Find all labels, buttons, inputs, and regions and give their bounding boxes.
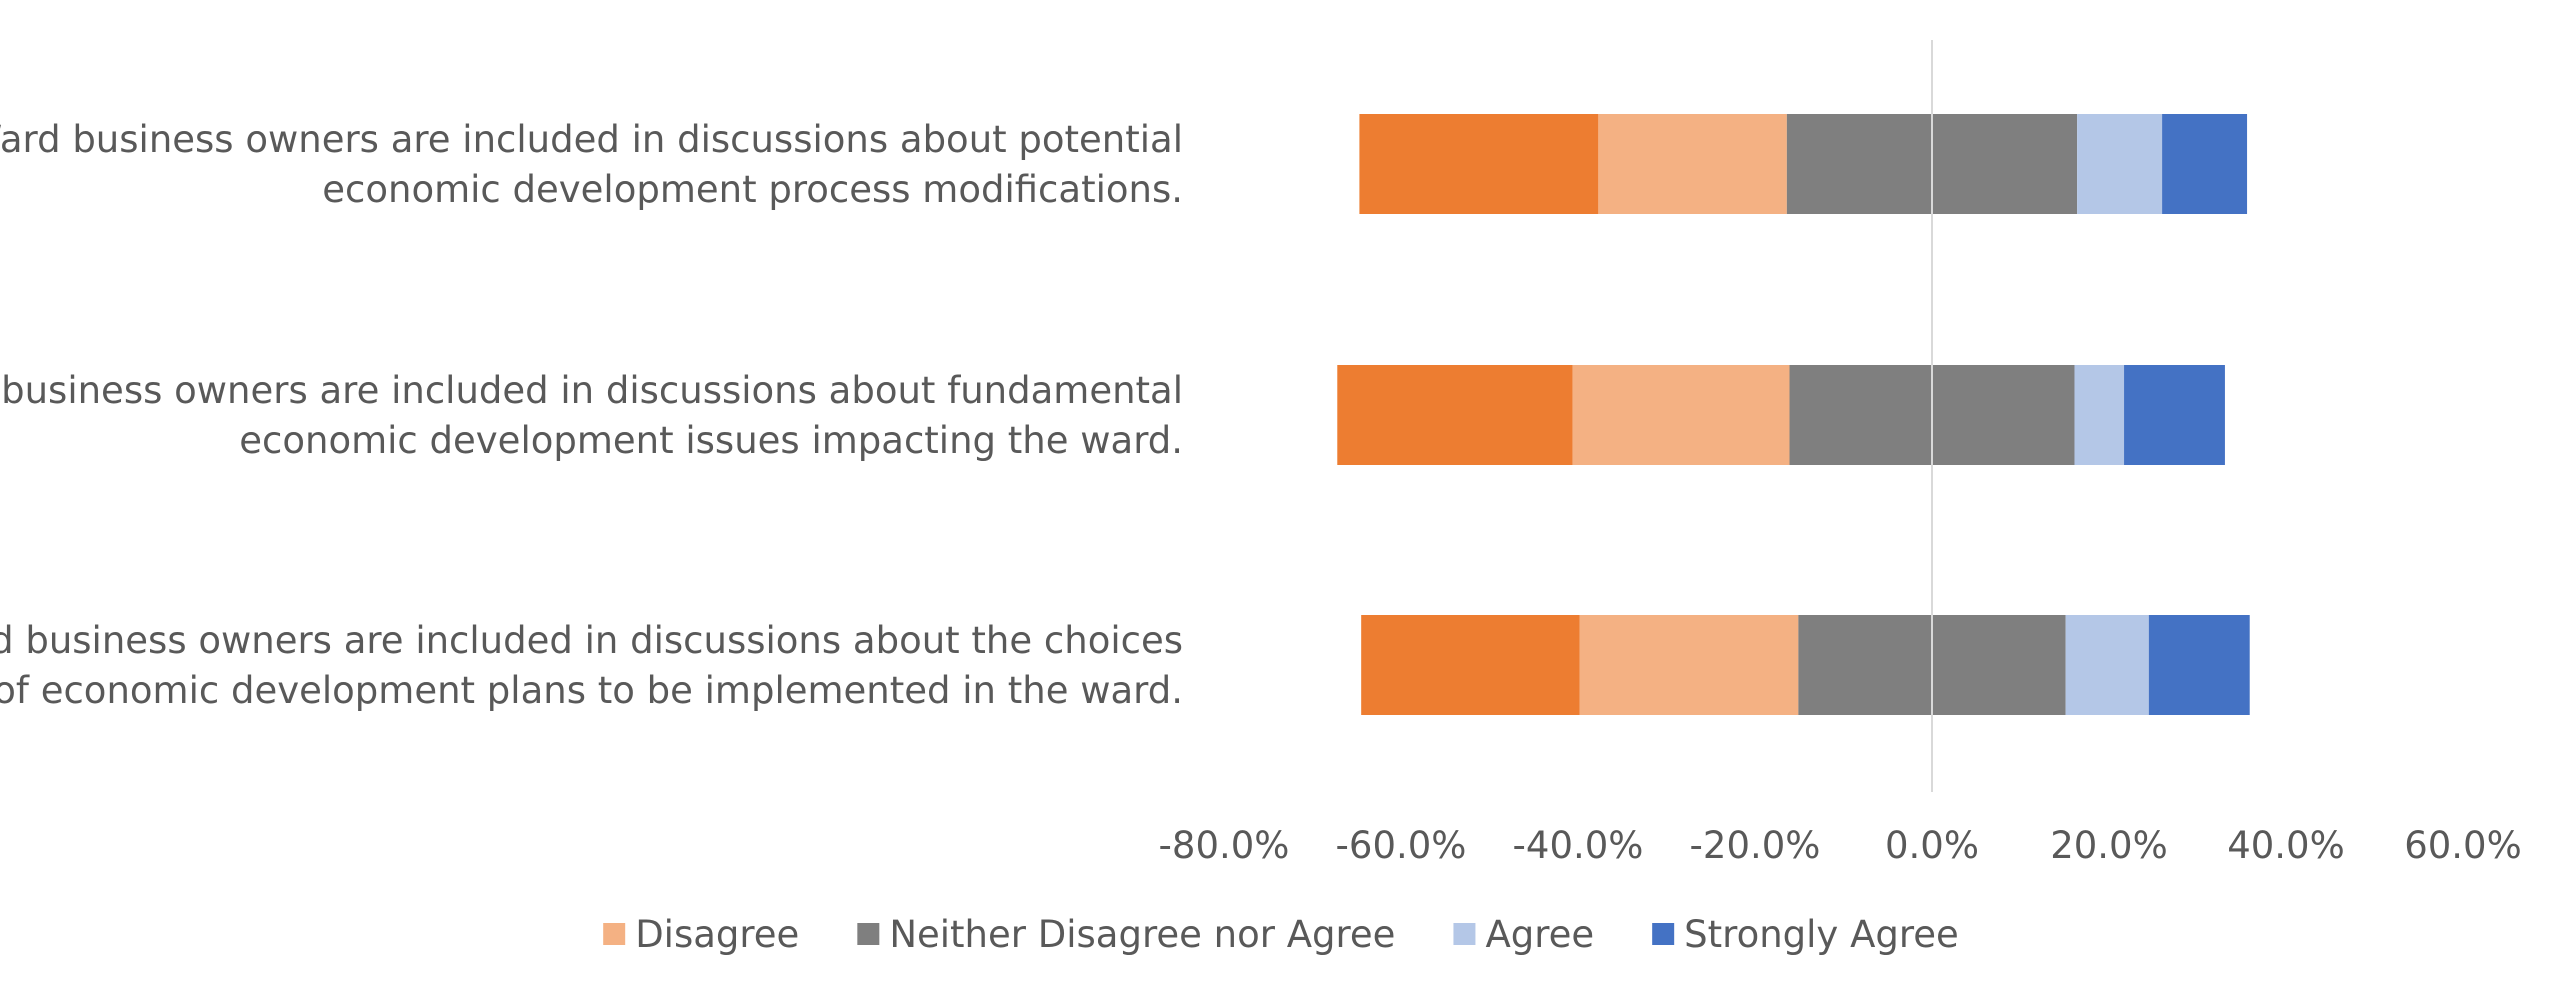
legend-item: Agree bbox=[1453, 913, 1594, 956]
x-tick-label: 60.0% bbox=[2404, 824, 2522, 867]
category-label-row1-line1: economic development issues impacting th… bbox=[239, 419, 1183, 462]
x-tick-label: -80.0% bbox=[1159, 824, 1290, 867]
legend: Disagree Neither Disagree nor Agree Agree S… bbox=[603, 913, 1959, 956]
x-tick-label: 0.0% bbox=[1885, 824, 1979, 867]
x-tick-label: -20.0% bbox=[1690, 824, 1821, 867]
legend-item: Strongly Agree bbox=[1652, 913, 1959, 956]
bar-series0-row1 bbox=[1337, 365, 1573, 465]
category-label-row2-line0: Ward business owners are included in dis… bbox=[0, 619, 1183, 662]
legend-label: Agree bbox=[1485, 913, 1594, 956]
bar-series3-row2 bbox=[2065, 615, 2149, 715]
legend-swatch bbox=[857, 923, 880, 945]
legend-item: Neither Disagree nor Agree bbox=[857, 913, 1395, 956]
bar-series0-row0 bbox=[1359, 114, 1599, 214]
category-label-row0-line1: economic development process modificatio… bbox=[322, 168, 1183, 211]
x-tick-label: 40.0% bbox=[2227, 824, 2345, 867]
bar-series1-row0 bbox=[1598, 114, 1787, 214]
x-tick-label: 20.0% bbox=[2050, 824, 2168, 867]
category-label-row1-line0: Ward business owners are included in dis… bbox=[0, 369, 1183, 412]
bar-series3-row1 bbox=[2074, 365, 2125, 465]
legend-item: Disagree bbox=[603, 913, 799, 956]
legend-label: Neither Disagree nor Agree bbox=[889, 913, 1395, 956]
category-label-row0-line0: Ward business owners are included in dis… bbox=[0, 118, 1183, 161]
x-tick-label: -40.0% bbox=[1513, 824, 1644, 867]
bar-series3-row0 bbox=[2077, 114, 2163, 214]
category-label-row2-line1: of economic development plans to be impl… bbox=[0, 669, 1183, 712]
bars-layer bbox=[1337, 114, 2250, 715]
legend-label: Disagree bbox=[635, 913, 799, 956]
bar-series4-row1 bbox=[2124, 365, 2225, 465]
legend-label: Strongly Agree bbox=[1684, 913, 1959, 956]
x-axis-tick-labels: -80.0% -60.0% -40.0% -20.0% 0.0% 20.0% 40.0% 60… bbox=[1159, 824, 2522, 867]
bar-series1-row1 bbox=[1572, 365, 1790, 465]
bar-series0-row2 bbox=[1361, 615, 1580, 715]
category-labels: Ward business owners are included in dis… bbox=[0, 118, 1183, 712]
bar-series4-row0 bbox=[2162, 114, 2248, 214]
bar-series4-row2 bbox=[2148, 615, 2250, 715]
legend-swatch bbox=[603, 923, 626, 945]
legend-swatch bbox=[1652, 923, 1675, 945]
legend-swatch bbox=[1453, 923, 1476, 945]
bar-series1-row2 bbox=[1579, 615, 1799, 715]
x-tick-label: -60.0% bbox=[1336, 824, 1467, 867]
